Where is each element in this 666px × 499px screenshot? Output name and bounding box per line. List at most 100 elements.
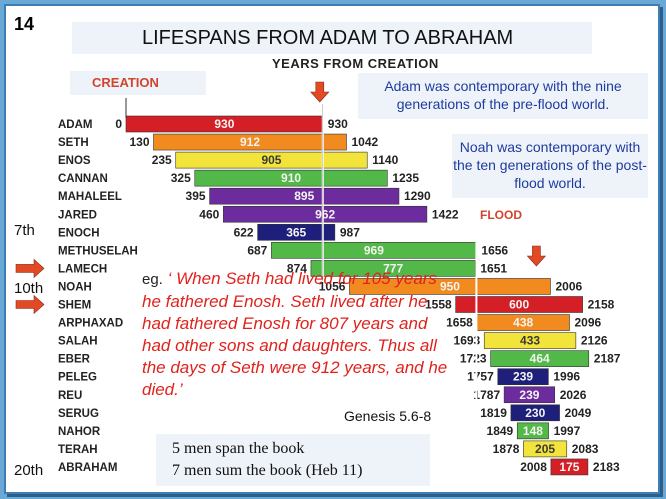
flood-label: FLOOD — [480, 208, 522, 222]
arrow-right-lamech-icon — [15, 258, 45, 279]
genesis-reference: Genesis 5.6-8 — [344, 408, 432, 424]
name-label-eber: EBER — [58, 354, 91, 366]
span-line-2: 7 men sum the book (Heb 11) — [172, 462, 363, 479]
lifespan-bar-peleg — [497, 368, 549, 386]
lifespan-value-noah: 950 — [440, 279, 460, 293]
death-year-salah: 2126 — [581, 334, 608, 348]
name-label-arphaxad: ARPHAXAD — [58, 318, 123, 330]
birth-year-shem: 1558 — [425, 298, 452, 312]
lifespan-bar-nahor — [516, 422, 549, 440]
birth-year-seth: 130 — [129, 135, 149, 149]
arrow-right-shem-icon — [15, 294, 45, 315]
death-year-serug: 2049 — [565, 406, 592, 420]
death-year-noah: 2006 — [555, 279, 582, 293]
lifespan-value-salah: 433 — [520, 334, 540, 348]
lifespan-value-methuselah: 969 — [364, 243, 384, 257]
quote-text: When Seth had lived for 105 years he fat… — [142, 269, 448, 399]
name-label-lamech: LAMECH — [58, 263, 107, 275]
lifespan-value-adam: 930 — [214, 117, 234, 131]
quote-prefix: eg. — [142, 271, 163, 288]
creation-label: CREATION — [70, 71, 206, 95]
name-label-methuselah: METHUSELAH — [58, 245, 138, 257]
slide-number: 14 — [14, 14, 35, 34]
lifespan-value-mahaleel: 895 — [294, 189, 314, 203]
lifespan-bar-enoch — [257, 224, 336, 241]
note-noah-contemporary: Noah was contemporary with the ten gener… — [452, 134, 648, 198]
birth-year-cannan: 325 — [171, 171, 191, 185]
death-year-peleg: 1996 — [553, 370, 580, 384]
birth-year-reu: 1787 — [473, 388, 500, 402]
birth-year-serug: 1819 — [480, 406, 507, 420]
death-year-nahor: 1997 — [554, 424, 581, 438]
name-label-seth: SETH — [58, 137, 89, 149]
death-year-abraham: 2183 — [593, 460, 620, 474]
death-year-mahaleel: 1290 — [404, 189, 431, 203]
name-label-mahaleel: MAHALEEL — [58, 191, 122, 203]
birth-year-adam: 0 — [115, 117, 122, 131]
name-label-enos: ENOS — [58, 155, 91, 167]
death-year-adam: 930 — [328, 117, 348, 131]
death-year-reu: 2026 — [560, 388, 587, 402]
genesis-quote: eg. ‘ When Seth had lived for 105 years … — [142, 268, 448, 401]
lifespan-bar-salah — [483, 332, 577, 349]
name-label-abraham: ABRAHAM — [58, 462, 117, 474]
generation-marker-7th: 7th — [14, 222, 35, 239]
lifespan-bar-shem — [455, 296, 583, 313]
lifespan-value-arphaxad: 438 — [513, 316, 533, 330]
lifespan-value-reu: 239 — [519, 388, 539, 402]
death-year-terah: 2083 — [572, 442, 599, 456]
note-adam-contemporary: Adam was contemporary with the nine gene… — [358, 73, 648, 119]
lifespan-value-eber: 464 — [530, 352, 550, 366]
death-year-jared: 1422 — [432, 207, 459, 221]
lifespan-bar-terah — [523, 440, 568, 458]
death-year-methuselah: 1656 — [481, 243, 508, 257]
death-year-seth: 1042 — [351, 135, 378, 149]
name-label-shem: SHEM — [58, 300, 91, 312]
lifespan-bar-cannan — [194, 169, 388, 187]
lifespan-bar-eber — [490, 350, 590, 367]
death-year-lamech: 1651 — [480, 261, 507, 275]
lifespan-bar-abraham — [550, 458, 589, 476]
death-year-eber: 2187 — [594, 352, 621, 366]
page-title: LIFESPANS FROM ADAM TO ABRAHAM — [72, 22, 592, 54]
lifespan-chart: ADAM 930 0 930 SETH 912 130 1042 ENOS 905 235 1140 C… — [15, 81, 621, 476]
lifespan-value-abraham: 175 — [559, 460, 579, 474]
span-summary-box: 5 men span the book 7 men sum the book (… — [156, 434, 430, 486]
lifespan-value-enoch: 365 — [286, 225, 306, 239]
name-label-jared: JARED — [58, 209, 97, 221]
lifespan-value-enos: 905 — [261, 153, 281, 167]
birth-year-jared: 460 — [199, 207, 219, 221]
birth-year-methuselah: 687 — [247, 243, 267, 257]
name-label-serug: SERUG — [58, 408, 99, 420]
name-label-noah: NOAH — [58, 281, 92, 293]
birth-year-salah: 1693 — [454, 334, 481, 348]
lifespan-bar-jared — [223, 205, 428, 223]
quote-open-mark: ‘ — [167, 269, 172, 288]
arrow-down-flood-icon — [526, 245, 547, 267]
name-label-salah: SALAH — [58, 336, 98, 348]
lifespan-value-shem: 600 — [509, 298, 529, 312]
birth-year-peleg: 1757 — [467, 370, 494, 384]
birth-year-abraham: 2008 — [520, 460, 547, 474]
lifespan-bar-enos — [175, 151, 368, 169]
death-year-cannan: 1235 — [392, 171, 419, 185]
birth-year-eber: 1723 — [460, 352, 487, 366]
death-year-enoch: 987 — [340, 225, 360, 239]
lifespan-value-seth: 912 — [240, 135, 260, 149]
lifespan-value-serug: 230 — [525, 406, 545, 420]
span-line-1: 5 men span the book — [172, 440, 305, 457]
lifespan-bar-noah — [349, 278, 551, 295]
birth-year-terah: 1878 — [493, 442, 520, 456]
name-label-nahor: NAHOR — [58, 426, 101, 438]
slide-frame: 14 LIFESPANS FROM ADAM TO ABRAHAM YEARS … — [4, 4, 660, 494]
name-label-terah: TERAH — [58, 444, 98, 456]
lifespan-bar-seth — [153, 133, 347, 151]
birth-year-enos: 235 — [152, 153, 172, 167]
generation-marker-10th: 10th — [14, 280, 44, 297]
lifespan-value-jared: 962 — [315, 207, 335, 221]
name-label-reu: REU — [58, 390, 82, 402]
birth-year-nahor: 1849 — [487, 424, 514, 438]
lifespan-value-terah: 205 — [535, 442, 555, 456]
lifespan-bar-mahaleel — [209, 187, 400, 205]
lifespan-value-cannan: 910 — [281, 171, 301, 185]
